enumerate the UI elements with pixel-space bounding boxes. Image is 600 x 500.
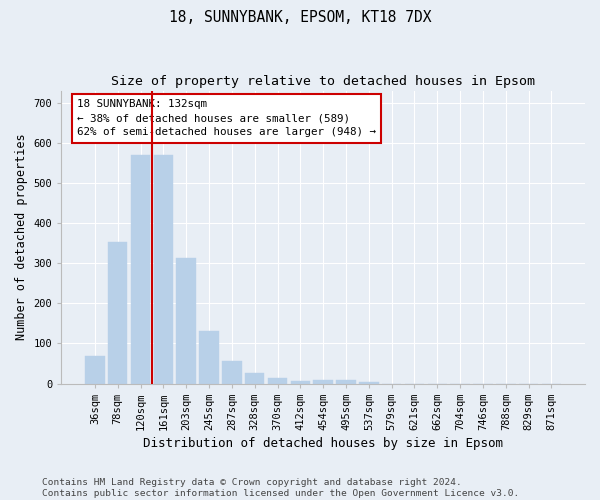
Bar	[336, 380, 356, 384]
X-axis label: Distribution of detached houses by size in Epsom: Distribution of detached houses by size …	[143, 437, 503, 450]
Text: 18, SUNNYBANK, EPSOM, KT18 7DX: 18, SUNNYBANK, EPSOM, KT18 7DX	[169, 10, 431, 25]
Bar	[85, 356, 104, 384]
Title: Size of property relative to detached houses in Epsom: Size of property relative to detached ho…	[111, 75, 535, 88]
Bar	[199, 332, 219, 384]
Bar	[176, 258, 196, 384]
Bar	[245, 372, 265, 384]
Bar	[154, 155, 173, 384]
Bar	[359, 382, 379, 384]
Bar	[268, 378, 287, 384]
Bar	[222, 362, 242, 384]
Bar	[131, 155, 150, 384]
Text: 18 SUNNYBANK: 132sqm
← 38% of detached houses are smaller (589)
62% of semi-deta: 18 SUNNYBANK: 132sqm ← 38% of detached h…	[77, 100, 376, 138]
Y-axis label: Number of detached properties: Number of detached properties	[15, 134, 28, 340]
Bar	[290, 380, 310, 384]
Bar	[313, 380, 333, 384]
Text: Contains HM Land Registry data © Crown copyright and database right 2024.
Contai: Contains HM Land Registry data © Crown c…	[42, 478, 519, 498]
Bar	[108, 242, 127, 384]
